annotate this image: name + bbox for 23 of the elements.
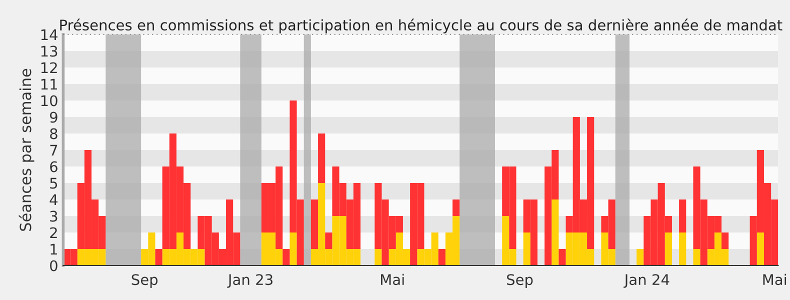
y-tick-label: 4 — [50, 194, 58, 206]
y-tick-label: 9 — [50, 112, 58, 123]
chart-title: Présences en commissions et participation en hémicycle au cours de sa dernière année de mandat — [60, 18, 782, 34]
x-tick-label: Mai — [381, 274, 404, 286]
y-tick-label: 2 — [50, 227, 57, 238]
y-tick-label: 7 — [50, 144, 58, 156]
y-tick-label: 12 — [41, 62, 57, 74]
y-tick-label: 13 — [41, 46, 58, 57]
y-tick-label: 5 — [50, 178, 58, 189]
x-tick-label: Jan 23 — [227, 274, 272, 288]
y-tick-label: 8 — [50, 128, 58, 140]
x-tick-label: Jan 24 — [624, 274, 670, 288]
y-axis-title: Séances par semaine — [18, 68, 34, 231]
y-tick-label: 0 — [50, 260, 58, 272]
y-tick-label: 11 — [41, 78, 57, 90]
y-tick-label: 6 — [50, 161, 58, 172]
y-tick-label: 1 — [50, 244, 57, 255]
y-tick-label: 10 — [41, 95, 58, 106]
y-tick-label: 3 — [50, 210, 58, 222]
y-tick-label: 14 — [41, 29, 58, 40]
x-tick-label: Mai — [763, 274, 786, 286]
x-tick-label: Sep — [132, 274, 158, 288]
x-tick-label: Sep — [506, 274, 533, 288]
